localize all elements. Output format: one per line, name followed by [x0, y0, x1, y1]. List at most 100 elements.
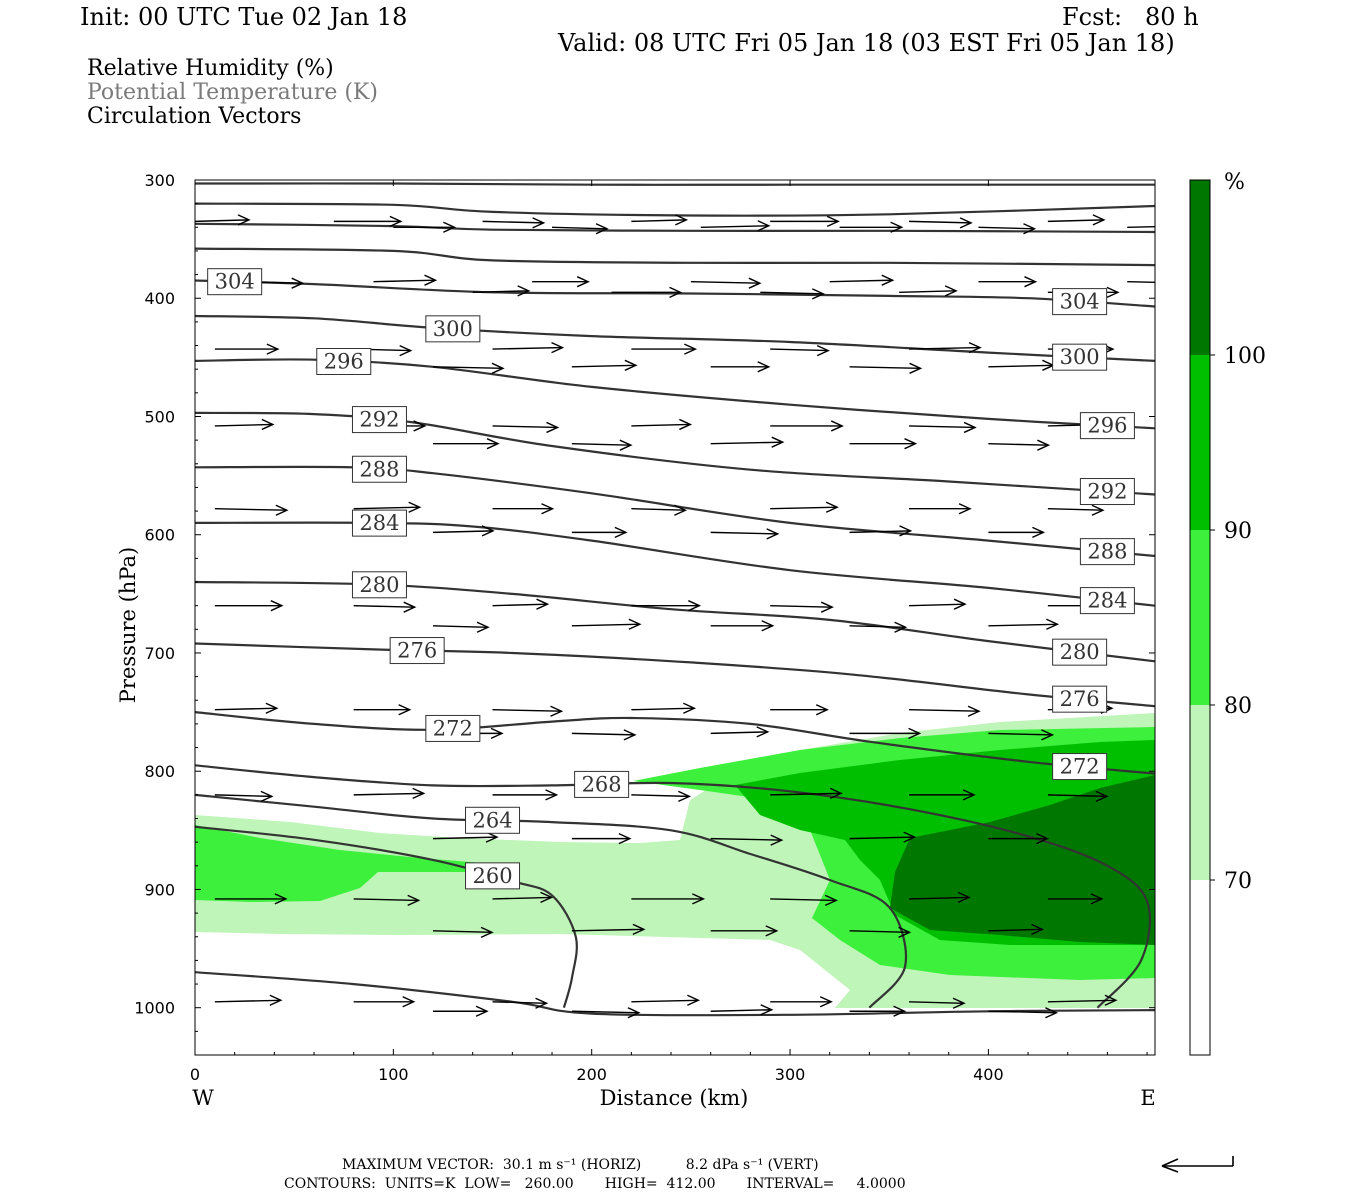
- x-axis-west-label: W: [192, 1086, 214, 1110]
- circulation-vector: [214, 994, 283, 1006]
- circulation-vector: [770, 787, 843, 800]
- circulation-vector: [988, 618, 1060, 630]
- contour-label-box: [465, 862, 521, 890]
- contour-label-box: [1052, 288, 1108, 316]
- circulation-vector: [710, 436, 785, 448]
- valid-time: Valid: 08 UTC Fri 05 Jan 18 (03 EST Fri …: [558, 29, 1175, 57]
- contour-label: 300: [433, 317, 473, 341]
- circulation-vector: [770, 601, 834, 613]
- y-axis-title: Pressure (hPa): [116, 547, 140, 703]
- x-tick-label: 200: [576, 1065, 607, 1084]
- circulation-vector: [849, 831, 917, 843]
- circulation-vector: [432, 926, 494, 938]
- circulation-vector: [710, 1004, 774, 1016]
- contour-label-box: [389, 637, 445, 665]
- circulation-vector: [433, 1005, 489, 1017]
- x-tick-label: 0: [190, 1065, 200, 1084]
- colorbar-segment: [1190, 530, 1210, 705]
- circulation-vector: [472, 285, 531, 297]
- circulation-vector: [552, 223, 609, 235]
- reference-vector-icon: [1161, 1156, 1234, 1173]
- circulation-vector: [631, 994, 701, 1006]
- x-tick-label: 100: [378, 1065, 409, 1084]
- x-axis-title: Distance (km): [600, 1086, 749, 1110]
- theta-contour-unlabeled-15: [195, 222, 1155, 234]
- forecast-hour: Fcst: 80 h: [1062, 3, 1199, 31]
- circulation-vector: [710, 528, 780, 540]
- theta-contour-288: [195, 465, 1155, 558]
- circulation-vector: [571, 1007, 641, 1019]
- circulation-vector: [770, 215, 840, 228]
- circulation-vector: [909, 421, 977, 434]
- circulation-vector: [710, 726, 770, 738]
- circulation-vector: [571, 439, 633, 451]
- contour-label: 276: [397, 639, 437, 663]
- y-tick-label: 300: [144, 171, 175, 190]
- circulation-vector: [492, 598, 550, 610]
- y-tick-label: 800: [144, 762, 175, 781]
- circulation-vector: [333, 215, 403, 228]
- theta-contour-272: [195, 711, 1155, 775]
- y-tick-label: 400: [144, 289, 175, 308]
- circulation-vector: [909, 598, 967, 610]
- colorbar-segment: [1190, 180, 1210, 355]
- circulation-vector: [353, 787, 426, 800]
- contour-label-box: [574, 770, 630, 798]
- circulation-vector: [710, 834, 784, 846]
- circulation-vector: [532, 276, 590, 288]
- contour-label: 288: [1087, 540, 1127, 564]
- circulation-vector: [1047, 994, 1118, 1006]
- contour-label: 268: [582, 772, 622, 796]
- circulation-vector: [353, 704, 412, 716]
- circulation-vector: [839, 221, 904, 233]
- circulation-vector: [492, 997, 549, 1009]
- circulation-vector: [631, 214, 689, 226]
- colorbar-segment: [1190, 705, 1210, 880]
- contour-label: 284: [1087, 589, 1127, 613]
- circulation-vector: [849, 926, 912, 938]
- circulation-vector: [353, 601, 417, 613]
- theta-contour-304: [195, 279, 1155, 308]
- theta-contour-292: [195, 411, 1155, 496]
- circulation-vector: [909, 341, 982, 354]
- circulation-vector: [690, 277, 762, 289]
- theta-contour-unlabeled-13: [195, 182, 1155, 186]
- contour-label: 272: [1060, 755, 1100, 779]
- contour-label-box: [1052, 753, 1108, 781]
- contour-label-box: [425, 315, 481, 343]
- circulation-vector: [611, 286, 683, 298]
- contour-label-box: [351, 571, 407, 599]
- contour-label-box: [425, 714, 481, 742]
- contour-label-box: [1079, 587, 1135, 615]
- circulation-vector: [988, 923, 1045, 935]
- colorbar-label: 80: [1224, 694, 1252, 719]
- circulation-vector: [770, 996, 833, 1008]
- contour-label-box: [207, 268, 263, 296]
- circulation-vector: [1047, 790, 1109, 803]
- contour-label: 300: [1060, 345, 1100, 369]
- circulation-vector: [909, 997, 966, 1009]
- circulation-vector: [710, 925, 779, 937]
- circulation-vector: [214, 790, 274, 803]
- circulation-vector: [978, 276, 1038, 288]
- colorbar: 70 80 90 100: [1189, 179, 1266, 1056]
- max-vector-info: MAXIMUM VECTOR: 30.1 m s⁻¹ (HORIZ) 8.2 d…: [342, 1157, 819, 1173]
- circulation-vector: [909, 891, 971, 904]
- circulation-vector: [214, 702, 279, 714]
- circulation-vectors: [195, 214, 1155, 1019]
- circulation-vector: [571, 923, 646, 935]
- circulation-vector: [631, 418, 693, 431]
- circulation-vector: [849, 1005, 907, 1017]
- contour-label-box: [351, 455, 407, 483]
- circulation-vector: [909, 217, 973, 229]
- contour-label: 260: [472, 864, 512, 888]
- circulation-vector: [770, 501, 839, 513]
- circulation-vector: [571, 359, 638, 371]
- circulation-vector: [770, 420, 844, 432]
- contour-label-box: [1079, 478, 1135, 506]
- contour-label-box: [465, 806, 521, 834]
- circulation-vector: [353, 501, 422, 513]
- circulation-vector: [433, 362, 505, 374]
- theta-contour-280: [195, 580, 1155, 663]
